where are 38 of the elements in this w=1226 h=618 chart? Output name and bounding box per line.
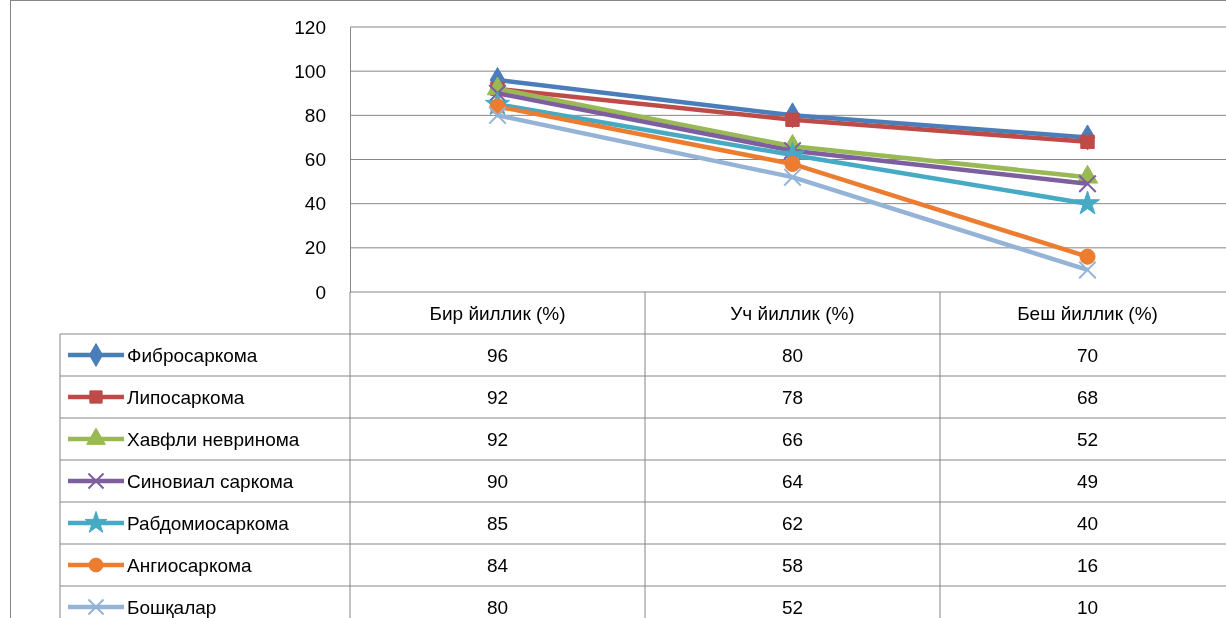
data-label: 62 (781, 513, 804, 534)
data-label: 58 (781, 555, 804, 576)
data-label: 52 (781, 597, 804, 618)
y-tick-label: 0 (315, 281, 326, 303)
x-tick-label: Уч йиллик (%) (730, 303, 855, 324)
y-tick-label: 40 (304, 193, 326, 215)
data-label: 78 (781, 387, 804, 408)
data-label: 64 (781, 471, 804, 492)
data-label: 92 (486, 387, 509, 408)
data-label: 10 (1076, 597, 1099, 618)
y-tick-label: 80 (304, 104, 326, 126)
data-label: 52 (1076, 429, 1099, 450)
legend-label: Липосаркома (127, 387, 245, 408)
data-label: 66 (781, 429, 804, 450)
legend-label: Бошқалар (127, 597, 217, 618)
data-label: 16 (1076, 555, 1099, 576)
data-label: 85 (486, 513, 509, 534)
x-tick-label: Беш йиллик (%) (1017, 303, 1158, 324)
data-label: 68 (1076, 387, 1099, 408)
y-tick-label: 100 (294, 60, 326, 82)
y-tick-label: 60 (304, 149, 326, 171)
data-label: 90 (486, 471, 509, 492)
legend-label: Хавфли невринома (127, 429, 300, 450)
legend-label: Синовиал саркома (127, 471, 294, 492)
data-label: 96 (486, 345, 509, 366)
legend-label: Фибросаркома (127, 345, 258, 366)
data-label: 70 (1076, 345, 1099, 366)
data-label: 49 (1076, 471, 1099, 492)
data-label: 80 (781, 345, 804, 366)
x-tick-label: Бир йиллик (%) (429, 303, 566, 324)
data-label: 40 (1076, 513, 1099, 534)
data-label: 92 (486, 429, 509, 450)
y-tick-label: 20 (304, 237, 326, 259)
legend-label: Рабдомиосаркома (127, 513, 290, 534)
data-label: 84 (486, 555, 509, 576)
data-label: 80 (486, 597, 509, 618)
y-tick-label: 120 (294, 16, 326, 38)
legend-label: Ангиосаркома (127, 555, 253, 576)
